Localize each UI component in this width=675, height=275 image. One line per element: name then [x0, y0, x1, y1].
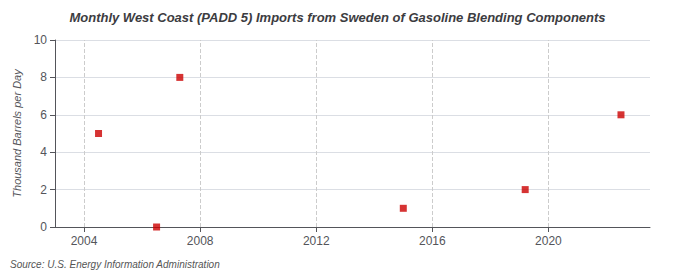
svg-text:2016: 2016 [419, 234, 446, 248]
svg-text:6: 6 [40, 108, 47, 122]
svg-text:2012: 2012 [303, 234, 330, 248]
svg-text:Source: U.S. Energy Informatio: Source: U.S. Energy Information Administ… [10, 259, 220, 270]
svg-text:0: 0 [40, 220, 47, 234]
svg-text:Thousand Barrels per Day: Thousand Barrels per Day [11, 68, 23, 198]
svg-text:4: 4 [40, 145, 47, 159]
svg-text:2: 2 [40, 183, 47, 197]
svg-text:2020: 2020 [535, 234, 562, 248]
svg-text:2008: 2008 [187, 234, 214, 248]
svg-text:Monthly West Coast (PADD 5) Im: Monthly West Coast (PADD 5) Imports from… [69, 10, 605, 25]
svg-text:10: 10 [34, 33, 48, 47]
svg-text:2004: 2004 [71, 234, 98, 248]
svg-text:8: 8 [40, 70, 47, 84]
